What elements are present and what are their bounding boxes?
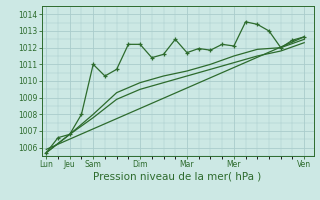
X-axis label: Pression niveau de la mer( hPa ): Pression niveau de la mer( hPa ) [93,172,262,182]
